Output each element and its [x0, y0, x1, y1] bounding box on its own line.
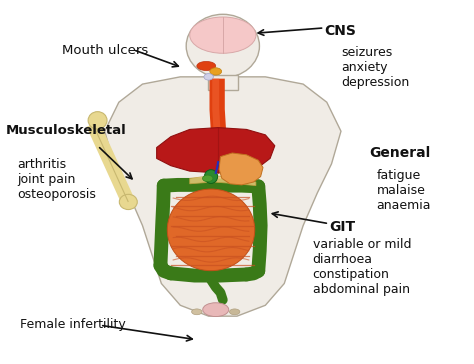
Ellipse shape [202, 175, 213, 182]
Polygon shape [190, 175, 256, 186]
Polygon shape [219, 153, 263, 185]
Polygon shape [105, 77, 341, 316]
Text: Female infertility: Female infertility [19, 318, 125, 331]
Ellipse shape [119, 194, 137, 210]
Polygon shape [208, 75, 238, 90]
Ellipse shape [186, 14, 259, 78]
Ellipse shape [190, 17, 256, 53]
Text: arthritis
joint pain
osteoporosis: arthritis joint pain osteoporosis [17, 158, 96, 201]
Ellipse shape [229, 309, 240, 315]
Polygon shape [156, 128, 275, 173]
Ellipse shape [204, 74, 213, 80]
Ellipse shape [167, 189, 255, 271]
Ellipse shape [210, 68, 222, 75]
Text: Mouth ulcers: Mouth ulcers [62, 44, 148, 57]
Text: fatigue
malaise
anaemia: fatigue malaise anaemia [376, 169, 431, 212]
Ellipse shape [204, 170, 218, 183]
Ellipse shape [197, 62, 216, 71]
Text: Musculoskeletal: Musculoskeletal [5, 124, 126, 137]
Text: CNS: CNS [324, 24, 356, 38]
Ellipse shape [88, 112, 107, 129]
Ellipse shape [191, 309, 202, 315]
Text: variable or mild
diarrhoea
constipation
abdominal pain: variable or mild diarrhoea constipation … [313, 238, 411, 296]
Text: General: General [369, 146, 430, 160]
Text: GIT: GIT [329, 220, 356, 234]
Text: seizures
anxiety
depression: seizures anxiety depression [341, 46, 409, 89]
Ellipse shape [203, 303, 229, 317]
